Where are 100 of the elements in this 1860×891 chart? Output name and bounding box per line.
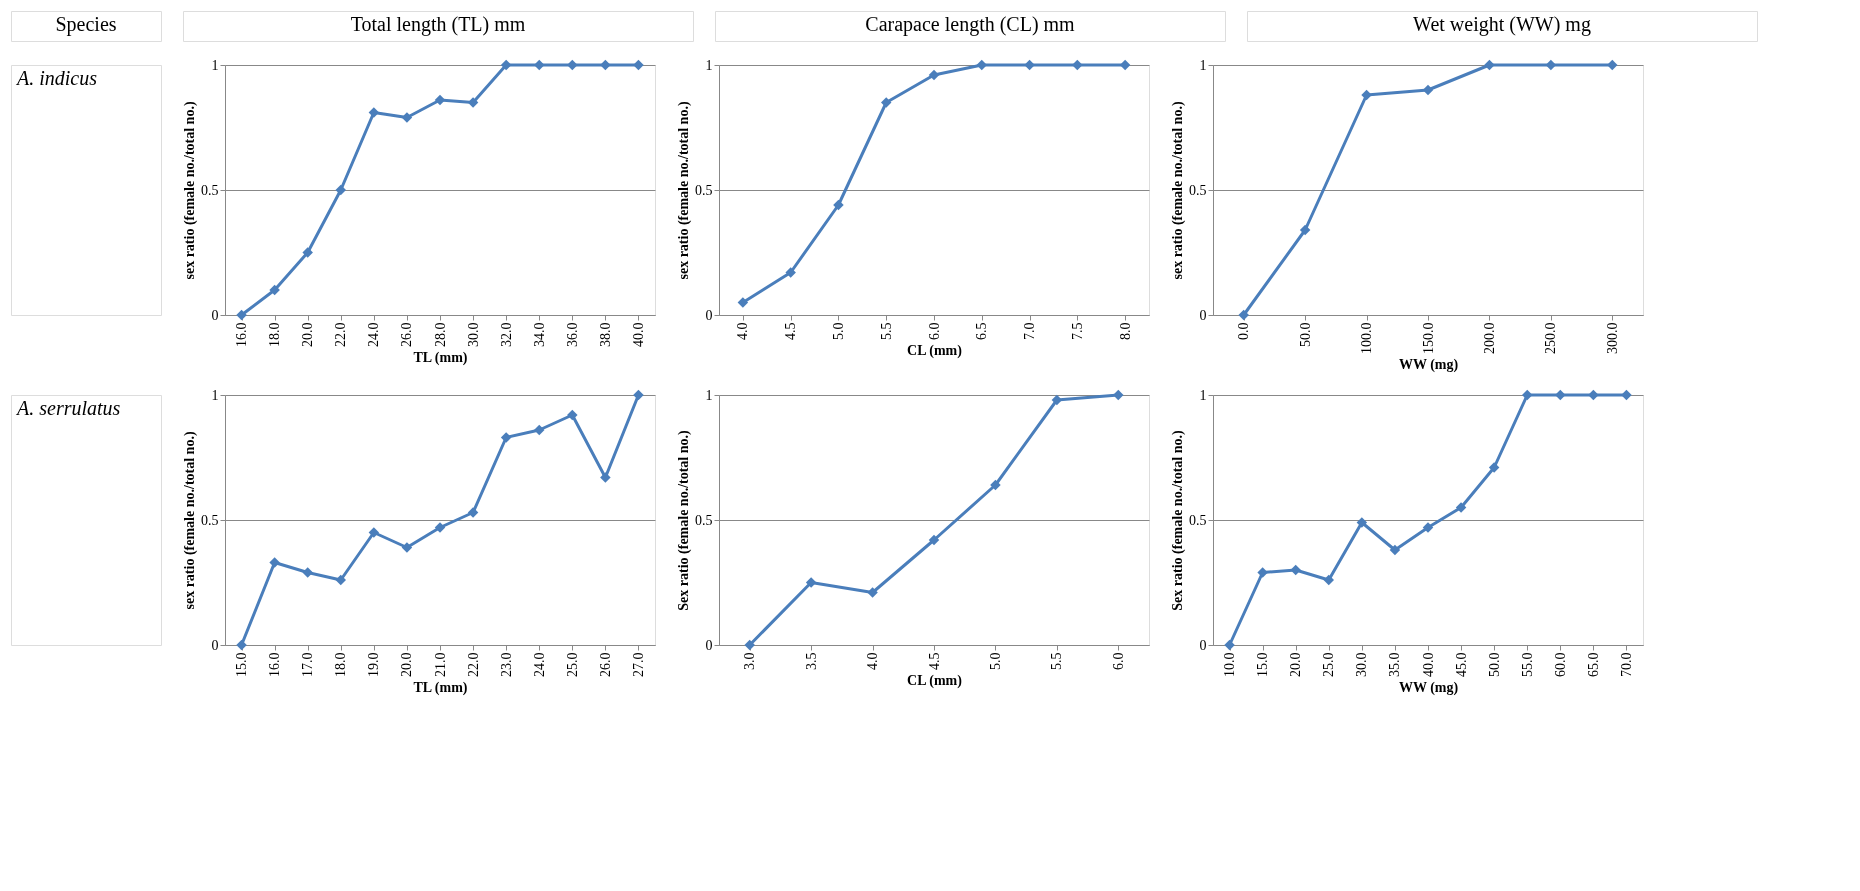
y-tick-label: 0 [705, 637, 713, 653]
x-tick-label: 3.5 [803, 652, 819, 670]
x-axis-title: WW (mg) [1398, 357, 1459, 373]
x-axis-title: TL (mm) [413, 680, 468, 696]
point [302, 247, 313, 258]
point [269, 557, 280, 568]
x-tick-label: 55.0 [1519, 652, 1535, 677]
y-tick-label: 0.5 [201, 512, 219, 528]
point [401, 112, 413, 123]
y-axis-title: sex ratio (female no./total no.) [182, 431, 198, 610]
point [880, 97, 892, 108]
y-tick-label: 1 [705, 387, 713, 403]
point [1422, 522, 1434, 533]
point [1257, 567, 1268, 578]
point [1323, 574, 1335, 586]
point [236, 309, 247, 321]
x-tick-label: 70.0 [1618, 652, 1634, 677]
point [1361, 89, 1372, 101]
x-tick-label: 40.0 [630, 322, 646, 347]
y-tick-label: 0.5 [1189, 182, 1207, 198]
point [785, 267, 796, 278]
x-tick-label: 25.0 [1321, 652, 1337, 677]
point [1072, 59, 1083, 71]
x-tick-label: 22.0 [465, 652, 481, 677]
x-tick-label: 4.5 [783, 322, 799, 340]
y-tick-label: 0.5 [1189, 512, 1207, 528]
x-tick-label: 15.0 [1255, 652, 1271, 677]
x-tick-label: 15.0 [234, 652, 250, 677]
point [990, 479, 1001, 491]
point [500, 59, 512, 71]
x-axis-title: CL (mm) [907, 673, 963, 689]
y-tick-label: 1 [1199, 57, 1207, 73]
x-tick-label: 23.0 [498, 652, 514, 677]
text: A. serrulatus [15, 397, 121, 419]
y-axis-title: Sex ratio (female no./total no.) [676, 429, 692, 611]
x-tick-label: 28.0 [432, 322, 448, 347]
x-tick-label: 3.0 [742, 652, 758, 670]
y-tick-label: 0 [1199, 307, 1207, 323]
x-tick-label: 4.0 [865, 652, 881, 670]
point [335, 184, 347, 196]
y-tick-label: 0 [211, 307, 219, 323]
point [928, 69, 940, 81]
point [1588, 389, 1599, 401]
x-tick-label: 20.0 [300, 322, 316, 347]
point [368, 107, 380, 118]
text: Wet weight (WW) mg [1413, 13, 1591, 36]
point [533, 424, 545, 436]
text: A. indicus [15, 67, 98, 89]
point [401, 542, 413, 553]
point [744, 639, 755, 651]
y-tick-label: 1 [211, 387, 219, 403]
x-tick-label: 6.5 [974, 322, 990, 340]
point [1521, 389, 1533, 401]
x-tick-label: 50.0 [1297, 322, 1313, 347]
point [1238, 309, 1249, 321]
x-tick-label: 200.0 [1481, 322, 1497, 354]
x-axis-title: CL (mm) [907, 343, 963, 359]
x-tick-label: 17.0 [300, 652, 316, 677]
point [1621, 389, 1632, 401]
x-tick-label: 250.0 [1543, 322, 1559, 354]
point [1422, 84, 1434, 96]
point [335, 574, 347, 586]
x-tick-label: 16.0 [234, 322, 250, 347]
text: Carapace length (CL) mm [865, 13, 1076, 36]
point [600, 472, 611, 483]
x-tick-label: 300.0 [1604, 322, 1620, 354]
point [1488, 462, 1500, 473]
x-tick-label: 6.0 [926, 322, 942, 340]
y-axis-title: Sex ratio (female no./total no.) [1170, 429, 1186, 611]
y-axis-title: sex ratio (female no./total no.) [182, 101, 198, 280]
point [500, 432, 512, 443]
x-tick-label: 30.0 [465, 322, 481, 347]
x-tick-label: 27.0 [630, 652, 646, 677]
x-axis-title: WW (mg) [1398, 680, 1459, 696]
point [1607, 59, 1618, 71]
point [467, 507, 479, 518]
point [1356, 517, 1368, 528]
y-tick-label: 0 [211, 637, 219, 653]
point [867, 587, 878, 598]
x-tick-label: 20.0 [1288, 652, 1304, 677]
point [1555, 389, 1566, 401]
x-tick-label: 26.0 [399, 322, 415, 347]
x-tick-label: 30.0 [1354, 652, 1370, 677]
x-tick-label: 16.0 [267, 652, 283, 677]
y-tick-label: 1 [705, 57, 713, 73]
x-tick-label: 6.0 [1110, 652, 1126, 670]
point [1389, 544, 1401, 556]
x-tick-label: 24.0 [366, 322, 382, 347]
point [1024, 59, 1035, 71]
x-tick-label: 150.0 [1420, 322, 1436, 354]
x-tick-label: 4.5 [926, 652, 942, 670]
x-tick-label: 60.0 [1552, 652, 1568, 677]
text: Total length (TL) mm [350, 13, 526, 36]
point [269, 284, 280, 296]
x-tick-label: 35.0 [1387, 652, 1403, 677]
point [434, 522, 446, 533]
x-tick-label: 38.0 [597, 322, 613, 347]
y-axis-title: sex ratio (female no./total no.) [1170, 101, 1186, 280]
text: Species [55, 13, 117, 36]
point [567, 59, 578, 71]
